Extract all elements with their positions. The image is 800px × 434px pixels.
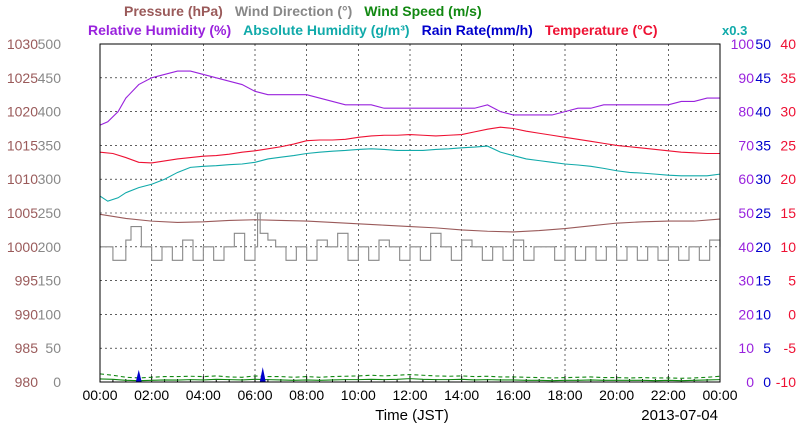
y-tick-label-rain_rate: 5	[763, 340, 771, 356]
y-tick-label-temperature: -10	[776, 374, 796, 390]
y-tick-label-rel_humidity: 60	[738, 171, 754, 187]
y-tick-label-wind_direction: 300	[38, 171, 62, 187]
legend: Pressure (hPa) Wind Direction (°) Wind Spe…	[88, 3, 747, 38]
y-tick-label-temperature: 5	[788, 273, 796, 289]
x-tick-label: 00:00	[82, 387, 117, 403]
y-tick-label-rel_humidity: 80	[738, 104, 754, 120]
legend-entry: Rain Rate(mm/h)	[422, 22, 533, 38]
x-tick-label: 18:00	[547, 387, 582, 403]
y-tick-label-pressure: 980	[15, 374, 39, 390]
x-tick-label: 00:00	[702, 387, 737, 403]
y-tick-label-temperature: 0	[788, 306, 796, 322]
y-tick-label-wind_direction: 500	[38, 36, 62, 52]
abs-humidity-scale-note: x0.3	[722, 23, 747, 38]
y-tick-label-wind_direction: 50	[45, 340, 61, 356]
y-tick-label-temperature: 30	[780, 104, 796, 120]
y-tick-label-temperature: -5	[784, 340, 797, 356]
y-tick-label-wind_direction: 100	[38, 306, 62, 322]
y-tick-label-pressure: 1010	[7, 171, 38, 187]
y-tick-label-rain_rate: 50	[755, 36, 771, 52]
x-axis-ticks: 00:00 02:00 04:00 06:00 08:00 10:00 12:00 14:00…	[82, 387, 737, 403]
y-tick-label-pressure: 1000	[7, 239, 38, 255]
series-line	[99, 145, 721, 202]
x-tick-label: 04:00	[186, 387, 221, 403]
rain-rate-spike	[135, 369, 142, 382]
y-tick-label-wind_direction: 0	[53, 374, 61, 390]
x-tick-label: 20:00	[599, 387, 634, 403]
y-axes: 1030102510201015101010051000995990985980…	[7, 36, 796, 390]
y-tick-label-rain_rate: 20	[755, 239, 771, 255]
legend-entry: Absolute Humidity (g/m³)	[243, 22, 409, 38]
chart-date: 2013-07-04	[641, 407, 718, 424]
x-tick-label: 02:00	[134, 387, 169, 403]
y-tick-label-pressure: 1020	[7, 104, 38, 120]
y-tick-label-wind_direction: 350	[38, 137, 62, 153]
legend-entry: Temperature (°C)	[545, 22, 658, 38]
y-tick-label-rain_rate: 10	[755, 306, 771, 322]
legend-entry: Pressure (hPa)	[124, 3, 223, 19]
y-tick-label-wind_direction: 200	[38, 239, 62, 255]
legend-entry: Wind Speed (m/s)	[364, 3, 481, 19]
y-tick-label-rain_rate: 25	[755, 205, 771, 221]
x-axis-label: Time (JST)	[375, 407, 449, 424]
y-tick-label-pressure: 1025	[7, 70, 38, 86]
y-tick-label-rain_rate: 40	[755, 104, 771, 120]
y-tick-label-temperature: 10	[780, 239, 796, 255]
y-tick-label-rel_humidity: 30	[738, 273, 754, 289]
x-tick-label: 08:00	[289, 387, 324, 403]
x-tick-label: 16:00	[496, 387, 531, 403]
y-tick-label-rain_rate: 35	[755, 137, 771, 153]
series-line	[99, 373, 721, 379]
y-tick-label-rain_rate: 30	[755, 171, 771, 187]
series-line	[99, 70, 720, 126]
series-line	[99, 126, 720, 164]
x-tick-label: 14:00	[444, 387, 479, 403]
y-tick-label-wind_direction: 400	[38, 104, 62, 120]
y-tick-label-temperature: 40	[780, 36, 796, 52]
y-tick-label-temperature: 20	[780, 171, 796, 187]
y-tick-label-pressure: 1030	[7, 36, 38, 52]
y-tick-label-rel_humidity: 0	[746, 374, 754, 390]
plot-frame	[99, 43, 721, 383]
plot-grid	[99, 44, 721, 382]
y-tick-label-rel_humidity: 70	[738, 137, 754, 153]
x-tick-label: 22:00	[651, 387, 686, 403]
y-tick-label-pressure: 995	[15, 273, 39, 289]
series-line	[100, 212, 721, 261]
legend-entry: Wind Direction (°)	[235, 3, 352, 19]
y-tick-label-pressure: 985	[15, 340, 39, 356]
y-tick-label-temperature: 15	[780, 205, 796, 221]
y-tick-label-rel_humidity: 100	[731, 36, 755, 52]
y-tick-label-temperature: 25	[780, 137, 796, 153]
y-tick-label-rain_rate: 0	[763, 374, 771, 390]
y-tick-label-pressure: 1005	[7, 205, 38, 221]
series-line	[99, 378, 721, 382]
series-group	[99, 70, 721, 382]
y-tick-label-pressure: 990	[15, 306, 39, 322]
y-tick-label-rel_humidity: 10	[738, 340, 754, 356]
y-tick-label-rel_humidity: 20	[738, 306, 754, 322]
y-tick-label-wind_direction: 150	[38, 273, 62, 289]
x-tick-label: 10:00	[341, 387, 376, 403]
y-tick-label-temperature: 35	[780, 70, 796, 86]
x-tick-label: 12:00	[392, 387, 427, 403]
rain-rate-spike	[259, 367, 266, 382]
y-tick-label-pressure: 1015	[7, 137, 38, 153]
x-tick-label: 06:00	[237, 387, 272, 403]
legend-entry: Relative Humidity (%)	[88, 22, 231, 38]
y-tick-label-rain_rate: 45	[755, 70, 771, 86]
y-tick-label-rain_rate: 15	[755, 273, 771, 289]
y-tick-label-wind_direction: 450	[38, 70, 62, 86]
y-tick-label-rel_humidity: 40	[738, 239, 754, 255]
y-tick-label-rel_humidity: 50	[738, 205, 754, 221]
y-tick-label-wind_direction: 250	[38, 205, 62, 221]
y-tick-label-rel_humidity: 90	[738, 70, 754, 86]
series-line	[99, 213, 721, 233]
